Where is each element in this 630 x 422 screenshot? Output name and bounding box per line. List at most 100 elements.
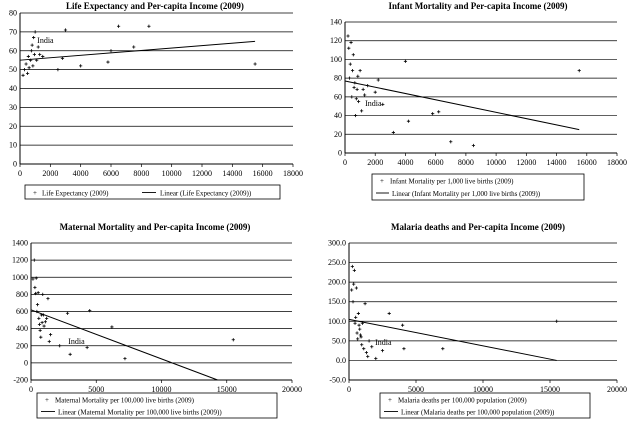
data-point [366, 84, 370, 88]
x-tick-label: 4000 [397, 158, 413, 167]
data-point [359, 335, 363, 339]
legend-label-points: Malaria deaths per 100,000 population (2… [398, 397, 527, 405]
data-point [402, 347, 406, 351]
data-point [471, 143, 476, 148]
y-tick-label: 50 [9, 65, 17, 74]
legend-label-points: Maternal Mortality per 100,000 live birt… [55, 397, 195, 405]
data-point [25, 71, 30, 75]
data-point [357, 99, 361, 104]
data-point [449, 140, 453, 144]
data-point [360, 343, 364, 347]
chart-title: Maternal Mortality and Per-capita Income… [60, 222, 251, 232]
data-point [63, 28, 68, 32]
legend: + Life Expectancy (2009) Linear (Life Ex… [24, 184, 281, 200]
x-tick-label: 5000 [408, 385, 424, 394]
data-point [373, 90, 377, 94]
data-point [116, 24, 121, 28]
data-point [362, 347, 366, 351]
data-point [360, 321, 364, 325]
data-point [353, 113, 358, 118]
plot-area: 0 20 40 60 80 100 120 140 0 2000 4000 6000 8000 10000… [330, 18, 627, 168]
x-tick-label: 15000 [217, 385, 237, 394]
data-point [354, 97, 358, 101]
y-tick-label: -50.0 [329, 376, 346, 385]
data-point [85, 345, 89, 350]
data-point [364, 351, 369, 355]
data-point [349, 40, 353, 45]
y-tick-label: 0.0 [336, 356, 346, 365]
data-point [366, 354, 370, 359]
x-tick-label: 10000 [162, 169, 182, 178]
legend-label-trend: Linear (Infant Mortality per 1,000 live … [392, 190, 541, 198]
legend-label-trend: Linear (Malaria deaths per 100,000 popul… [401, 409, 555, 417]
data-point [352, 282, 356, 286]
data-point [32, 35, 36, 40]
y-tick-label: 120 [330, 36, 342, 45]
data-point [356, 337, 360, 341]
plot-area: 0 10 20 30 40 50 60 70 80 0 2000 4000 6000 8000 10000 1… [9, 9, 303, 179]
annotation-india: India [37, 36, 54, 45]
data-point [360, 109, 364, 113]
data-point [350, 69, 355, 73]
data-point [35, 303, 40, 307]
data-point [109, 49, 113, 53]
trend-line [344, 80, 580, 131]
data-point [32, 258, 36, 262]
data-point [347, 46, 351, 50]
y-tick-label: 40 [334, 111, 342, 120]
trend-line [348, 318, 557, 361]
data-point [32, 52, 37, 57]
data-point [350, 264, 354, 269]
data-point [387, 311, 391, 316]
chart-title: Life Expectancy and Per-capita Income (2… [66, 1, 244, 11]
y-tick-label: 20 [9, 122, 17, 131]
data-point [56, 68, 60, 72]
y-tick-label: 0 [338, 149, 342, 158]
data-point [231, 338, 235, 342]
legend-point-marker: + [380, 177, 384, 185]
data-point [33, 30, 37, 34]
data-point [36, 45, 40, 49]
legend-label-trend: Linear (Life Expectancy (2009)) [160, 190, 252, 198]
data-point [147, 24, 151, 28]
legend-label-trend: Linear (Maternal Mortality per 100,000 l… [58, 409, 222, 417]
x-tick-label: 5000 [88, 385, 104, 394]
data-point [41, 313, 45, 317]
y-tick-label: 50.0 [332, 336, 346, 345]
x-tick-label: 0 [29, 385, 33, 394]
data-point [352, 268, 356, 272]
data-point [24, 62, 28, 66]
chart-title: Malaria deaths and Per-capita Income (20… [391, 222, 565, 232]
data-point [106, 60, 110, 64]
x-tick-label: 14000 [222, 169, 242, 178]
data-point [27, 66, 31, 70]
data-point [363, 302, 367, 306]
data-point [346, 34, 350, 38]
data-point [391, 130, 395, 135]
data-point [374, 356, 378, 361]
y-tick-label: 20 [334, 130, 342, 139]
y-tick-label: 1000 [12, 273, 28, 282]
trend-line [19, 40, 256, 61]
x-tick-label: 10000 [486, 158, 506, 167]
x-tick-label: 16000 [253, 169, 273, 178]
legend-point-marker: + [33, 189, 37, 197]
y-tick-label: 60 [334, 92, 342, 101]
legend-point-marker: + [45, 396, 49, 404]
chart-infant-mortality: Infant Mortality and Per-capita Income (… [330, 1, 627, 201]
x-tick-label: 14000 [547, 158, 567, 167]
x-tick-label: 12000 [516, 158, 536, 167]
data-point [38, 328, 42, 332]
data-point [441, 347, 445, 351]
chart-maternal-mortality: Maternal Mortality and Per-capita Income… [12, 222, 302, 419]
trend-line [30, 309, 218, 381]
x-tick-label: 10000 [152, 385, 172, 394]
data-point [358, 69, 362, 73]
data-point [38, 52, 42, 57]
y-tick-label: 100.0 [328, 317, 346, 326]
data-point [88, 309, 92, 313]
chart-malaria-deaths: Malaria deaths and Per-capita Income (20… [328, 222, 627, 419]
annotation-india: India [68, 337, 85, 346]
x-tick-label: 15000 [540, 385, 560, 394]
